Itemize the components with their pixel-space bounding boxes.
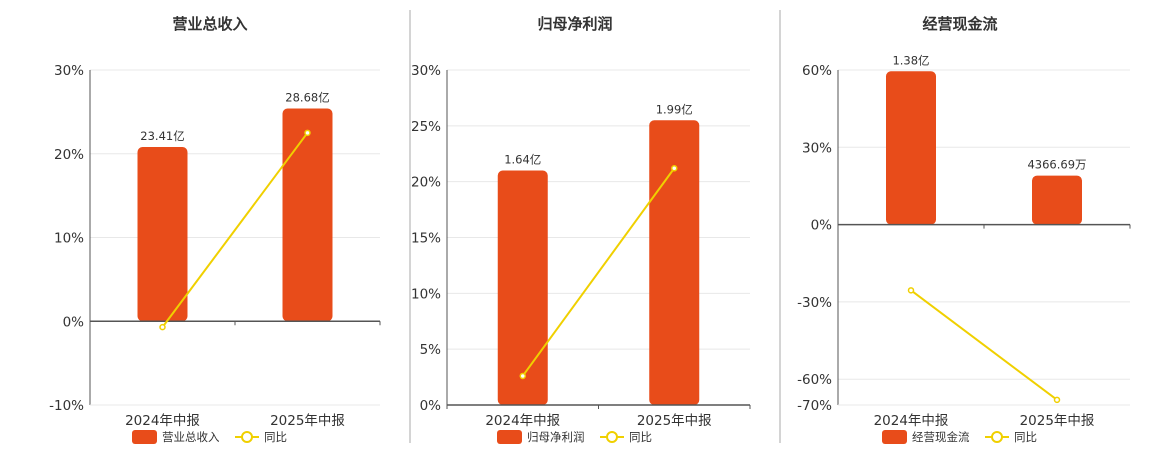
y-tick-label: 15%: [411, 231, 441, 247]
line-point: [519, 372, 526, 380]
y-tick-label: 0%: [811, 218, 833, 234]
chart-panel-2: 归母净利润 0% 5% 10% 15% 20% 25% 30% 1.64亿 1.99亿 2024年中…: [411, 15, 751, 444]
chart-title: 经营现金流: [922, 15, 997, 33]
legend-label-line: 同比: [629, 430, 652, 444]
legend-swatch-bar: [497, 430, 522, 444]
line-point: [304, 129, 311, 137]
data-label: 28.68亿: [285, 91, 329, 105]
legend-swatch-marker: [991, 431, 1003, 443]
data-label: 4366.69万: [1027, 158, 1086, 172]
legend-label-bar: 归母净利润: [527, 430, 585, 444]
bar: [137, 147, 188, 322]
line-point: [671, 165, 678, 172]
legend-label-line: 同比: [1014, 430, 1037, 444]
legend-swatch-marker: [241, 431, 253, 443]
bar: [497, 170, 548, 405]
y-tick-label: 30%: [54, 63, 84, 79]
y-tick-label: -10%: [49, 398, 84, 414]
bar: [1032, 175, 1082, 225]
legend-label-bar: 经营现金流: [912, 430, 970, 444]
x-tick-label: 2024年中报: [485, 413, 560, 429]
y-tick-label: 60%: [802, 63, 832, 79]
y-tick-label: 30%: [802, 140, 832, 156]
line-series-yoy: [521, 167, 676, 377]
y-tick-label: -60%: [797, 372, 832, 388]
y-tick-label: 5%: [420, 342, 442, 358]
chart-panel-3: 经营现金流 -70% -60% -30% 0% 30% 60% 1.38亿 4366.69万 20…: [797, 15, 1131, 444]
y-tick-label: 20%: [411, 175, 441, 191]
y-tick-label: 20%: [54, 147, 84, 163]
line-series-yoy: [161, 132, 309, 328]
legend-label-bar: 营业总收入: [162, 430, 220, 444]
legend-swatch-bar: [132, 430, 157, 444]
line-point: [907, 287, 915, 294]
chart-panel-1: 营业总收入 -10% 0% 10% 20% 30% 23.41亿 28.68亿 2024年中报 2…: [49, 15, 381, 444]
legend-swatch-marker: [606, 431, 618, 443]
x-tick-label: 2025年中报: [637, 413, 712, 429]
y-tick-label: 0%: [420, 398, 442, 414]
x-tick-label: 2025年中报: [270, 413, 345, 429]
y-tick-label: -70%: [797, 398, 832, 414]
bar: [282, 108, 333, 322]
data-label: 1.38亿: [892, 53, 929, 67]
chart-title: 营业总收入: [172, 15, 247, 33]
bar: [649, 120, 700, 405]
data-label: 1.99亿: [656, 102, 693, 116]
x-tick-label: 2024年中报: [125, 413, 200, 429]
data-label: 23.41亿: [140, 129, 184, 143]
line-point: [159, 323, 166, 331]
y-tick-label: 30%: [411, 63, 441, 79]
line-point: [1053, 396, 1061, 404]
chart-title: 归母净利润: [537, 15, 612, 33]
x-tick-label: 2025年中报: [1020, 413, 1095, 429]
y-tick-label: 0%: [63, 314, 85, 330]
y-tick-label: -30%: [797, 295, 832, 311]
x-tick-label: 2024年中报: [874, 413, 949, 429]
y-tick-label: 10%: [411, 286, 441, 302]
data-label: 1.64亿: [504, 153, 541, 167]
legend-label-line: 同比: [264, 430, 287, 444]
line-series-yoy: [910, 289, 1058, 401]
y-tick-label: 10%: [54, 231, 84, 247]
bar: [886, 71, 936, 225]
y-tick-label: 25%: [411, 119, 441, 135]
legend-swatch-bar: [882, 430, 907, 444]
